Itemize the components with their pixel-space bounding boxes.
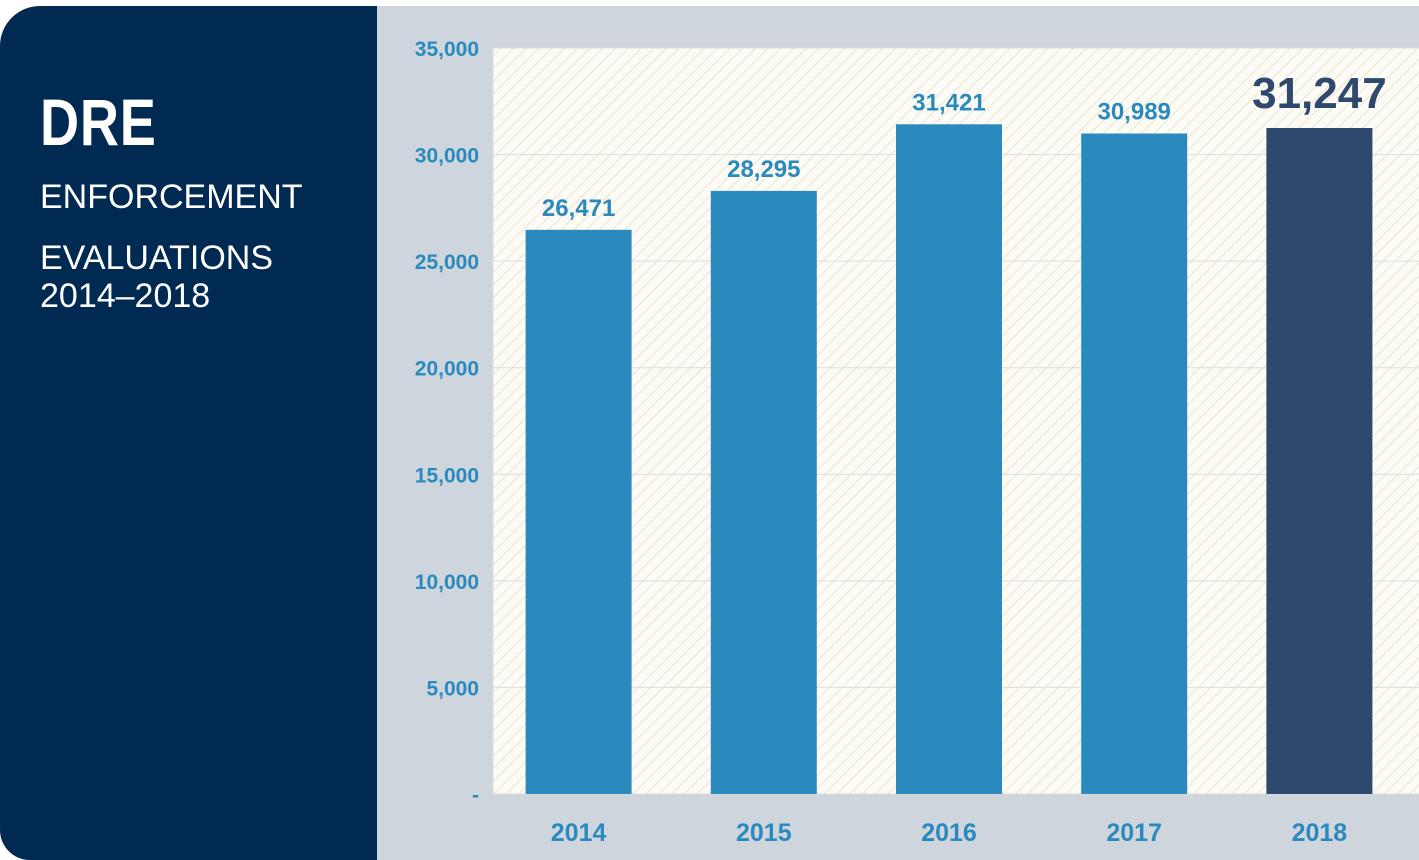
x-tick-label: 2017 xyxy=(1106,819,1162,847)
y-tick-label: 20,000 xyxy=(415,358,479,381)
x-tick-label: 2018 xyxy=(1292,819,1348,847)
bar xyxy=(896,124,1002,795)
bar-value-label: 31,421 xyxy=(912,89,985,116)
panel-subtitle-line-3: 2014–2018 xyxy=(40,277,211,315)
title-panel: DRE ENFORCEMENT EVALUATIONS 2014–2018 xyxy=(0,6,377,860)
bar-chart: - 5,000 10,000 15,000 20,000 25,000 30,000 35,0… xyxy=(415,38,1419,847)
panel-title: DRE xyxy=(40,85,157,159)
bar-value-label: 30,989 xyxy=(1097,98,1170,125)
x-tick-label: 2014 xyxy=(551,819,607,847)
y-tick-label: 5,000 xyxy=(426,677,479,700)
y-tick-label: - xyxy=(472,784,479,807)
y-tick-label: 15,000 xyxy=(415,464,479,487)
x-tick-label: 2015 xyxy=(736,819,792,847)
x-tick-label: 2016 xyxy=(921,819,977,847)
y-tick-label: 35,000 xyxy=(415,38,479,61)
y-tick-label: 10,000 xyxy=(415,571,479,594)
bar xyxy=(525,229,632,794)
bar xyxy=(710,190,817,794)
chart-area: - 5,000 10,000 15,000 20,000 25,000 30,000 35,0… xyxy=(377,6,1419,860)
bar xyxy=(1081,133,1188,795)
bar-value-label: 28,295 xyxy=(727,156,800,183)
bar-value-label: 31,247 xyxy=(1252,69,1387,118)
chart-card: DRE ENFORCEMENT EVALUATIONS 2014–2018 - 5… xyxy=(0,6,1419,860)
y-tick-label: 30,000 xyxy=(415,145,479,168)
panel-subtitle-line-2: EVALUATIONS xyxy=(40,239,274,277)
bar xyxy=(1266,127,1373,795)
panel-subtitle-line-1: ENFORCEMENT xyxy=(40,178,303,216)
y-tick-label: 25,000 xyxy=(415,251,479,274)
bar-value-label: 26,471 xyxy=(542,195,615,222)
